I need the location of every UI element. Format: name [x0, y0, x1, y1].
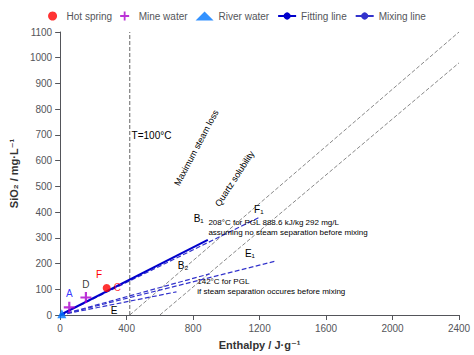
svg-text:assuming no steam separation b: assuming no steam separation before mixi… — [208, 228, 367, 237]
svg-text:Maximum steam loss: Maximum steam loss — [172, 108, 221, 188]
svg-text:F₁: F₁ — [254, 204, 264, 215]
svg-text:Enthalpy / J·g⁻¹: Enthalpy / J·g⁻¹ — [219, 339, 301, 351]
svg-text:800: 800 — [35, 104, 52, 115]
svg-text:B₁: B₁ — [194, 213, 205, 224]
svg-text:2400: 2400 — [448, 323, 471, 334]
svg-text:900: 900 — [35, 78, 52, 89]
svg-text:D: D — [82, 279, 89, 290]
svg-text:400: 400 — [118, 323, 135, 334]
svg-text:Fitting line: Fitting line — [301, 11, 347, 22]
svg-text:1000: 1000 — [30, 52, 53, 63]
svg-text:SiO₂ / mg·L⁻¹: SiO₂ / mg·L⁻¹ — [8, 138, 20, 208]
svg-text:Mixing line: Mixing line — [379, 11, 427, 22]
svg-text:1600: 1600 — [315, 323, 338, 334]
svg-text:208°C for PGL 888.6 kJ/kg 292: 208°C for PGL 888.6 kJ/kg 292 mg/L — [208, 218, 339, 227]
svg-text:600: 600 — [35, 155, 52, 166]
svg-text:400: 400 — [35, 207, 52, 218]
svg-text:1100: 1100 — [31, 27, 53, 38]
svg-text:1200: 1200 — [248, 323, 271, 334]
svg-text:500: 500 — [35, 181, 52, 192]
svg-text:0: 0 — [47, 310, 53, 321]
svg-text:if steam separation occures be: if steam separation occures before mixin… — [197, 287, 345, 296]
svg-text:F: F — [96, 269, 102, 280]
svg-text:C: C — [114, 282, 121, 293]
svg-text:River water: River water — [219, 11, 270, 22]
svg-text:0: 0 — [57, 323, 63, 334]
svg-text:142°C for PGL: 142°C for PGL — [197, 277, 250, 286]
svg-text:200: 200 — [35, 258, 52, 269]
svg-text:700: 700 — [35, 129, 52, 140]
svg-text:300: 300 — [35, 232, 52, 243]
svg-text:Quartz solubility: Quartz solubility — [213, 149, 257, 209]
svg-text:Mine water: Mine water — [139, 11, 189, 22]
svg-text:2000: 2000 — [381, 323, 404, 334]
svg-text:100: 100 — [35, 284, 52, 295]
svg-text:800: 800 — [185, 323, 202, 334]
svg-text:E: E — [111, 305, 118, 316]
svg-text:B₂: B₂ — [178, 260, 189, 271]
svg-text:E₁: E₁ — [245, 248, 256, 259]
svg-text:A: A — [66, 288, 73, 299]
svg-text:Hot spring: Hot spring — [67, 11, 113, 22]
svg-text:T=100°C: T=100°C — [132, 130, 172, 141]
